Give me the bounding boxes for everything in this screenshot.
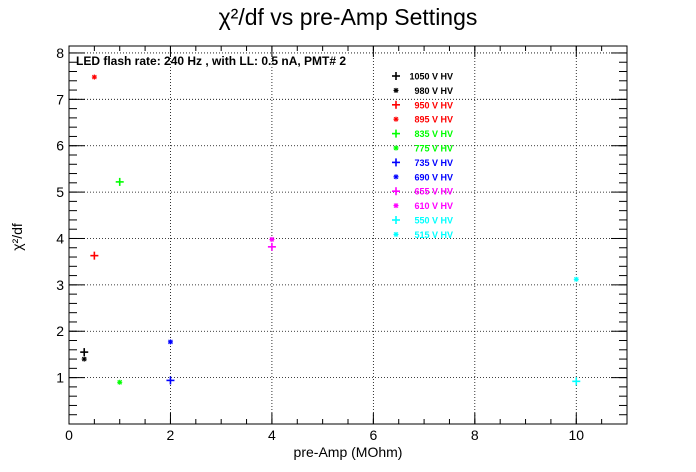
y-tick-label: 8 — [56, 45, 64, 61]
y-axis-label: χ²/df — [9, 223, 25, 251]
legend-marker — [393, 231, 399, 237]
data-point — [91, 74, 97, 80]
x-tick-label: 0 — [65, 427, 73, 443]
legend-label: 775 V HV — [414, 144, 453, 154]
x-tick-label: 6 — [369, 427, 377, 443]
legend-label: 515 V HV — [414, 230, 453, 240]
y-tick-label: 4 — [56, 230, 64, 246]
y-tick-label: 1 — [56, 370, 64, 386]
legend-label: 950 V HV — [414, 100, 453, 110]
legend-marker — [392, 72, 400, 80]
legend-label: 895 V HV — [414, 115, 453, 125]
legend-marker — [393, 87, 399, 93]
data-point — [81, 356, 87, 362]
data-point — [90, 251, 99, 260]
legend-label: 1050 V HV — [409, 72, 453, 82]
x-tick-label: 2 — [167, 427, 175, 443]
legend-marker — [392, 158, 400, 167]
y-tick-label: 7 — [56, 91, 64, 107]
legend-marker — [392, 100, 400, 109]
data-point — [572, 377, 581, 386]
plot-frame — [68, 45, 628, 425]
chart-title: χ²/df vs pre-Amp Settings — [219, 4, 478, 30]
legend-label: 610 V HV — [414, 201, 453, 211]
legend-marker — [393, 145, 399, 151]
legend-marker — [392, 216, 400, 224]
annotation-text: LED flash rate: 240 Hz , with LL: 0.5 nA… — [76, 54, 346, 68]
data-point — [115, 177, 124, 186]
y-tick-label: 3 — [56, 277, 64, 293]
data-point — [167, 339, 173, 345]
data-point — [269, 236, 275, 242]
x-tick-label: 10 — [568, 427, 584, 443]
legend: 1050 V HV 980 V HV 950 V HV 895 V HV 835 V H… — [392, 72, 453, 240]
legend-marker — [393, 174, 399, 180]
data-point — [267, 242, 276, 251]
data-point — [573, 276, 579, 282]
data-point — [117, 379, 123, 385]
x-axis-label: pre-Amp (MOhm) — [294, 444, 403, 460]
legend-label: 655 V HV — [414, 187, 453, 197]
x-tick-label: 4 — [268, 427, 276, 443]
legend-marker — [392, 187, 400, 196]
data-points — [80, 74, 581, 386]
data-point — [80, 348, 89, 357]
legend-marker — [392, 129, 400, 138]
y-tick-label: 2 — [56, 323, 64, 339]
legend-label: 735 V HV — [414, 158, 453, 168]
y-tick-label: 5 — [56, 184, 64, 200]
legend-label: 690 V HV — [414, 172, 453, 182]
legend-marker — [393, 203, 399, 209]
legend-label: 550 V HV — [414, 216, 453, 226]
legend-label: 835 V HV — [414, 129, 453, 139]
axis-ticks — [68, 46, 628, 425]
y-tick-label: 6 — [56, 138, 64, 154]
legend-label: 980 V HV — [414, 86, 453, 96]
legend-marker — [393, 116, 399, 122]
data-point — [166, 376, 175, 385]
x-tick-label: 8 — [471, 427, 479, 443]
grid — [69, 46, 627, 425]
